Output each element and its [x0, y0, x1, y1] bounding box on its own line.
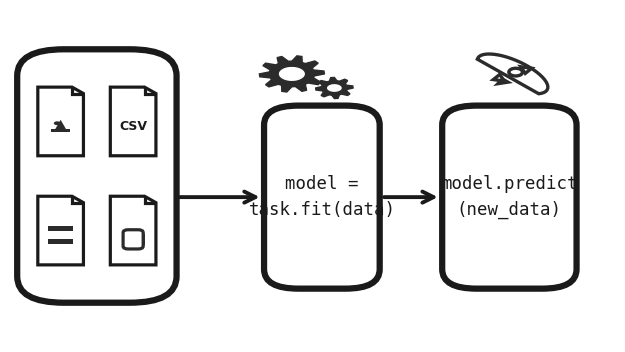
Bar: [51, 129, 70, 132]
Circle shape: [54, 121, 61, 125]
Polygon shape: [54, 120, 67, 131]
Polygon shape: [316, 77, 353, 99]
Polygon shape: [38, 196, 84, 265]
Bar: [48, 226, 73, 231]
Polygon shape: [278, 66, 306, 82]
Polygon shape: [478, 54, 548, 94]
Polygon shape: [259, 56, 324, 92]
FancyBboxPatch shape: [17, 49, 176, 303]
Polygon shape: [498, 79, 508, 84]
Polygon shape: [111, 196, 156, 265]
Text: model.predict
(new_data): model.predict (new_data): [441, 175, 578, 219]
FancyBboxPatch shape: [442, 106, 576, 289]
FancyBboxPatch shape: [264, 106, 379, 289]
Polygon shape: [521, 67, 532, 74]
Polygon shape: [493, 74, 504, 81]
Polygon shape: [38, 87, 84, 156]
Circle shape: [509, 68, 522, 76]
Text: model =
task.fit(data): model = task.fit(data): [248, 175, 396, 219]
Polygon shape: [111, 87, 156, 156]
Polygon shape: [142, 232, 145, 246]
Text: CSV: CSV: [119, 120, 147, 133]
Polygon shape: [326, 83, 342, 93]
Bar: [48, 239, 73, 244]
